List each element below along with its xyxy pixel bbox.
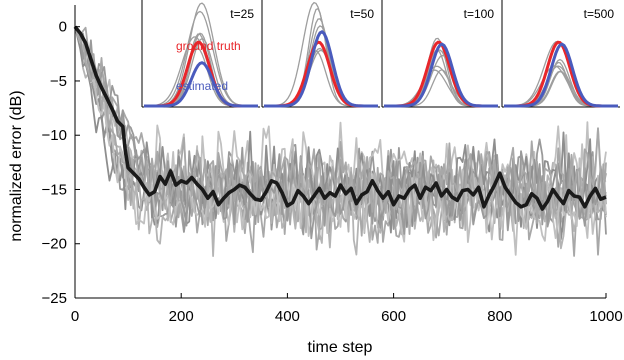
- x-tick-label: 600: [381, 308, 406, 325]
- inset-title: t=500: [584, 7, 615, 21]
- y-axis-label: normalized error (dB): [8, 90, 25, 241]
- tick-labels: 0 200 400 600 800 1000 0 −5 −10 −15 −20 −25: [42, 19, 623, 325]
- inset-panel: t=100: [381, 0, 500, 108]
- inset-title: t=100: [464, 7, 495, 21]
- x-axis-label: time step: [308, 339, 373, 356]
- y-tick-label: 0: [59, 19, 67, 36]
- inset-background: [142, 0, 260, 107]
- trial-curve: [74, 26, 607, 240]
- x-tick-label: 1000: [589, 308, 622, 325]
- inset-estimated-curve: [264, 30, 378, 108]
- inset-estimated-curve: [504, 42, 618, 108]
- inset-panel: t=25 ground truth estimated: [141, 0, 260, 108]
- inset-legend-label: estimated: [176, 79, 228, 93]
- x-tick-label: 800: [487, 308, 512, 325]
- y-tick-label: −20: [42, 236, 67, 253]
- x-tick-label: 0: [71, 308, 79, 325]
- inset-legend-label: ground truth: [176, 39, 241, 53]
- trial-curve: [74, 26, 607, 220]
- inset-estimated-curve: [384, 42, 498, 108]
- y-tick-label: −15: [42, 181, 67, 198]
- inset-title: t=50: [350, 7, 374, 21]
- inset-panel: t=50: [261, 0, 380, 108]
- mean-curve: [73, 25, 607, 211]
- inset-background: [502, 0, 620, 107]
- x-tick-label: 400: [275, 308, 300, 325]
- y-tick-label: −25: [42, 290, 67, 307]
- x-tick-label: 200: [169, 308, 194, 325]
- inset-estimated-curve: [144, 61, 258, 108]
- axes: [74, 5, 606, 299]
- mean-curve-layer: [73, 25, 607, 211]
- inset-panel: t=500: [501, 0, 620, 108]
- y-tick-label: −5: [50, 73, 67, 90]
- inset-title: t=25: [230, 7, 254, 21]
- y-tick-label: −10: [42, 127, 67, 144]
- insets: t=25 ground truth estimated t=50 t=100 t=500: [141, 0, 620, 108]
